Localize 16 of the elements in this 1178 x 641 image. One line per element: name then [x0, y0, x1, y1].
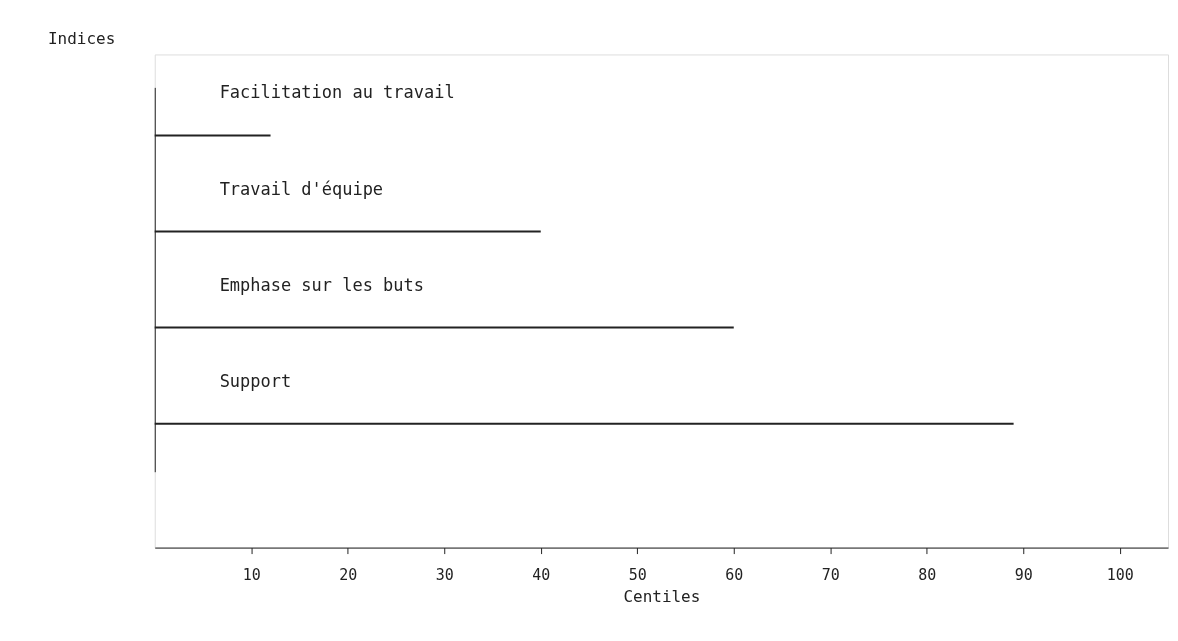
x-tick-label: 70 — [821, 566, 840, 585]
x-tick-label: 80 — [918, 566, 937, 585]
x-tick-label: 20 — [339, 566, 358, 585]
x-tick-label: 10 — [242, 566, 261, 585]
x-tick-label: 60 — [725, 566, 744, 585]
y-tick-label: Facilitation au travail — [219, 82, 455, 103]
x-axis-title: Centiles — [623, 587, 701, 606]
x-tick-label: 100 — [1106, 566, 1134, 585]
x-tick-label: 90 — [1014, 566, 1033, 585]
y-tick-label: Emphase sur les buts — [219, 274, 424, 295]
x-tick-label: 50 — [628, 566, 647, 585]
x-tick-label: 30 — [435, 566, 454, 585]
y-tick-label: Support — [219, 370, 292, 391]
x-tick-label: 40 — [532, 566, 551, 585]
y-tick-label: Travail d'équipe — [219, 178, 384, 199]
y-axis-title: Indices — [47, 28, 116, 48]
